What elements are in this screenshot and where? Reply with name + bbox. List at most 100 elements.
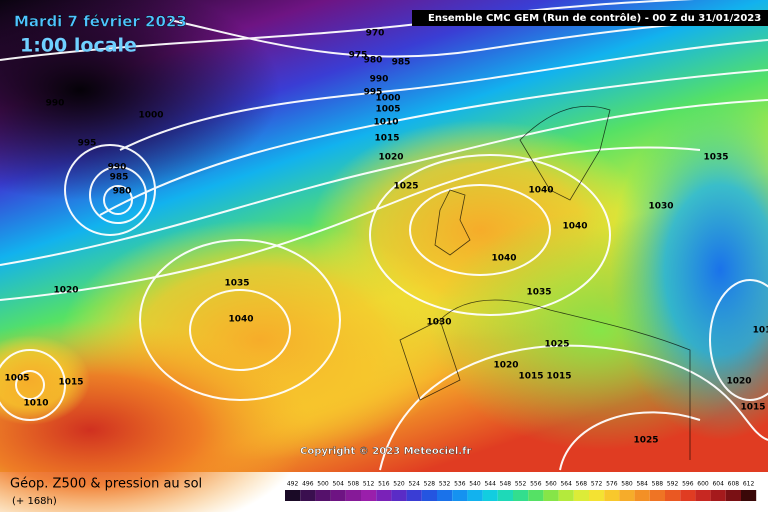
legend-swatch: [406, 490, 422, 501]
footer-title: Géop. Z500 & pression au sol: [10, 477, 202, 492]
isobar-label: 980: [113, 187, 132, 197]
legend-label: 556: [530, 481, 542, 488]
map-date: Mardi 7 février 2023: [14, 13, 187, 31]
legend-swatch: [649, 490, 665, 501]
legend-swatch: [604, 490, 620, 501]
isobar-label: 980: [364, 56, 383, 66]
legend-label: 552: [515, 481, 527, 488]
legend-swatch: [361, 490, 377, 501]
legend-label: 612: [743, 481, 755, 488]
legend-swatch: [330, 490, 346, 501]
isobar-label: 990: [46, 99, 65, 109]
run-banner: [412, 10, 768, 26]
isobar-label: 1030: [426, 318, 451, 328]
isobar-label: 1020: [378, 153, 403, 163]
legend-swatch: [543, 490, 559, 501]
legend-label: 520: [393, 481, 405, 488]
legend-swatch: [376, 490, 392, 501]
isobar-label: 1015: [58, 378, 83, 388]
legend-swatch: [391, 490, 407, 501]
isobar-label: 1000: [375, 94, 400, 104]
isobar-label: 975: [349, 51, 368, 61]
isobar-label: 1035: [526, 288, 551, 298]
isobar-label: 1020: [53, 286, 78, 296]
legend-swatch: [710, 490, 726, 501]
isobar-label: 985: [392, 58, 411, 68]
legend-swatch: [634, 490, 650, 501]
color-legend: 492 496 500 504 508 512 516 520 524 528 532 536 540 5…: [285, 481, 757, 501]
legend-swatch: [482, 490, 498, 501]
isobar-label: 1035: [224, 279, 249, 289]
legend-label: 508: [348, 481, 360, 488]
legend-swatch: [741, 490, 757, 501]
legend-swatch: [300, 490, 316, 501]
isobar-label: 1025: [544, 340, 569, 350]
legend-label: 504: [332, 481, 344, 488]
legend-label: 532: [439, 481, 451, 488]
legend-swatch: [528, 490, 544, 501]
footer-lead: (+ 168h): [12, 496, 57, 507]
isobar-label: 1020: [493, 361, 518, 371]
legend-label: 592: [667, 481, 679, 488]
legend-label: 528: [424, 481, 436, 488]
legend-label: 544: [484, 481, 496, 488]
isobar-label: 1015: [374, 134, 399, 144]
legend-swatch: [421, 490, 437, 501]
isobar-label: 995: [364, 88, 383, 98]
isobar-label: 1025: [393, 182, 418, 192]
isobar-label: 1015: [518, 372, 543, 382]
isobar-label: 1015: [546, 372, 571, 382]
legend-label: 600: [697, 481, 709, 488]
isobar-label: 1005: [4, 374, 29, 384]
isobar-label: 1040: [228, 315, 253, 325]
isobar-label: 1005: [375, 105, 400, 115]
legend-label: 596: [682, 481, 694, 488]
legend-label: 492: [287, 481, 299, 488]
isobar-label: 1015: [740, 403, 765, 413]
isobar-label: 1040: [491, 254, 516, 264]
legend-swatch: [558, 490, 574, 501]
legend-label: 584: [636, 481, 648, 488]
legend-label: 536: [454, 481, 466, 488]
legend-swatch: [573, 490, 589, 501]
isobar-label: 1010: [373, 118, 398, 128]
legend-swatch: [695, 490, 711, 501]
isobar-label: 1040: [528, 186, 553, 196]
legend-swatch: [680, 490, 696, 501]
legend-label: 588: [652, 481, 664, 488]
legend-swatch: [497, 490, 513, 501]
isobar-label: 1025: [633, 436, 658, 446]
isobar-label: 995: [78, 139, 97, 149]
legend-label: 608: [728, 481, 740, 488]
legend-label: 524: [408, 481, 420, 488]
isobar-label: 990: [370, 75, 389, 85]
legend-swatch: [665, 490, 681, 501]
copyright: Copyright © 2023 Meteociel.fr: [300, 446, 471, 457]
isobar-label: 1010: [23, 399, 48, 409]
legend-label: 548: [500, 481, 512, 488]
legend-swatch: [467, 490, 483, 501]
legend-label: 580: [621, 481, 633, 488]
isobar-label: 1020: [726, 377, 751, 387]
legend-swatch: [452, 490, 468, 501]
legend-swatch: [315, 490, 331, 501]
legend-swatch: [589, 490, 605, 501]
run-info: Ensemble CMC GEM (Run de contrôle) - 00 …: [428, 12, 761, 24]
map-time: 1:00 locale: [20, 35, 137, 57]
legend-label: 576: [606, 481, 618, 488]
legend-label: 568: [576, 481, 588, 488]
legend-swatch: [285, 490, 301, 501]
isobar-label: 1000: [138, 111, 163, 121]
legend-label: 512: [363, 481, 375, 488]
legend-label: 564: [560, 481, 572, 488]
legend-swatch: [345, 490, 361, 501]
legend-label: 572: [591, 481, 603, 488]
legend-swatch: [437, 490, 453, 501]
legend-label: 500: [317, 481, 329, 488]
legend-label: 516: [378, 481, 390, 488]
isobar-label: 101: [753, 326, 768, 336]
isobar-label: 990: [108, 163, 127, 173]
legend-label: 496: [302, 481, 314, 488]
legend-swatch: [619, 490, 635, 501]
